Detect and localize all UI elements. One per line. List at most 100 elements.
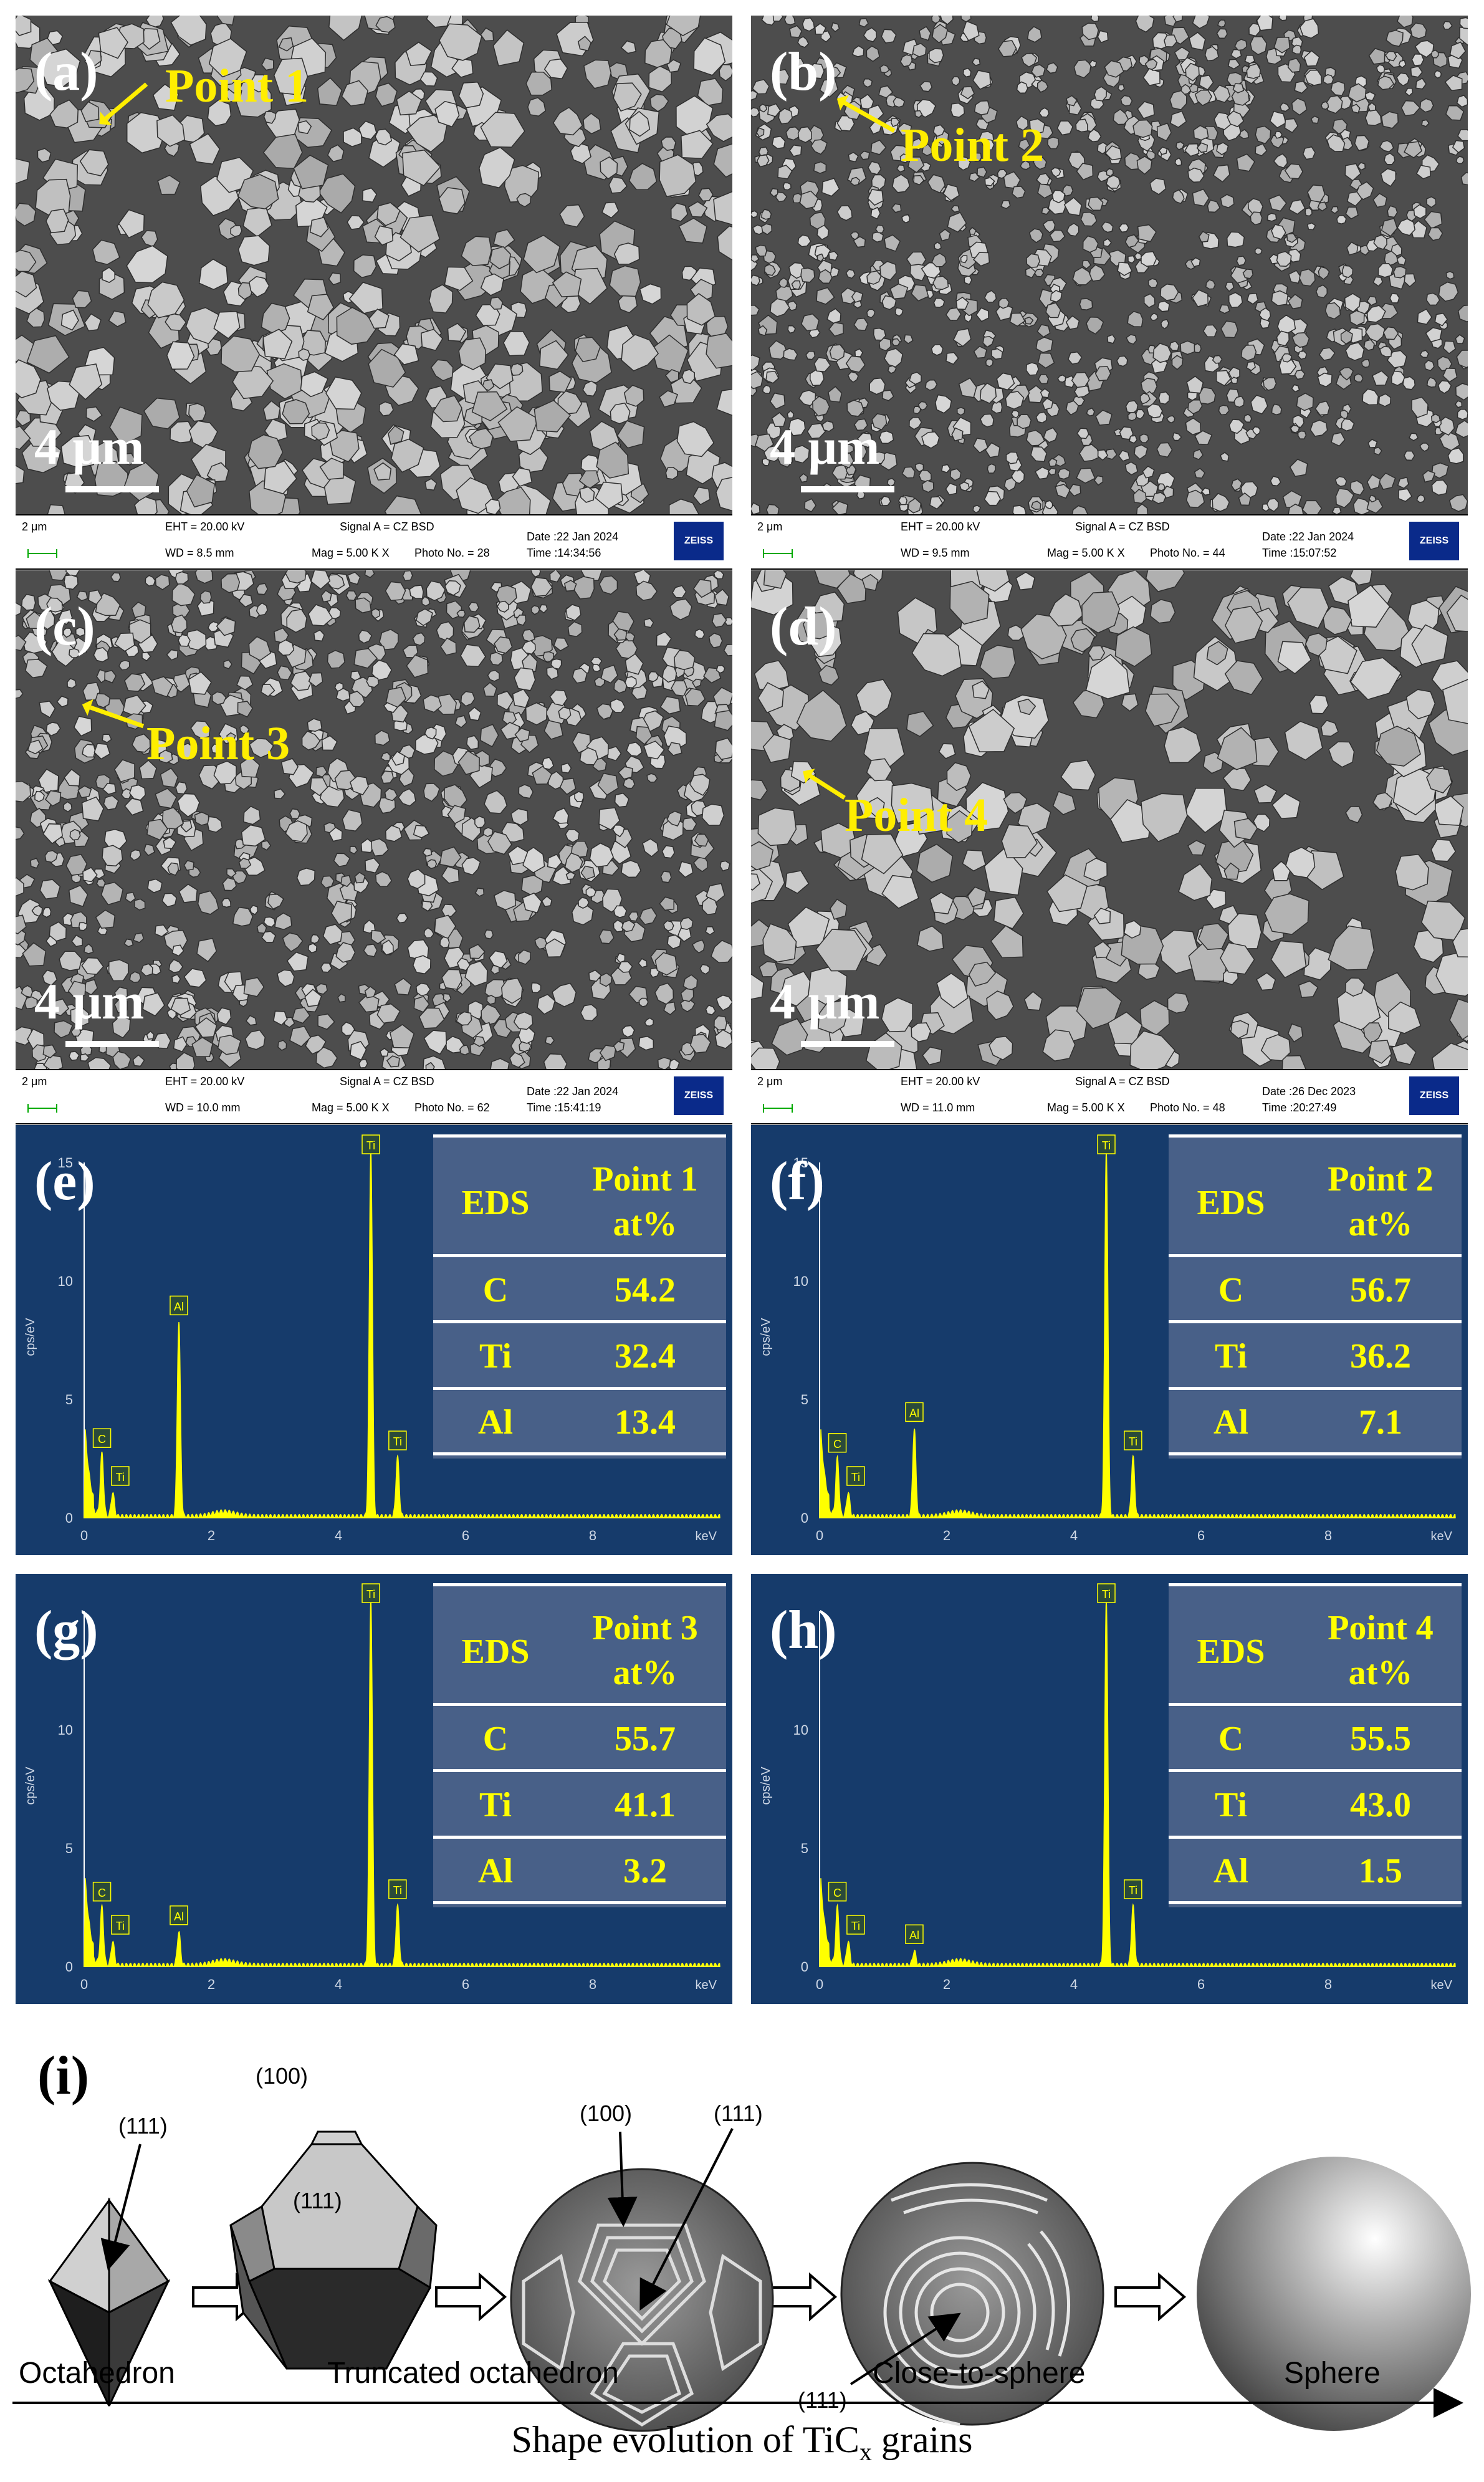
peak-label: Ti [388, 1430, 407, 1450]
panel-label: (a) [34, 42, 98, 102]
y-tick-label: 10 [58, 1722, 73, 1738]
x-axis-label: keV [1431, 1530, 1453, 1543]
point-arrow [809, 774, 846, 800]
point-label: Point 4 [845, 789, 989, 841]
eds-value: 43.0 [1350, 1786, 1411, 1824]
x-tick-label: 8 [1324, 1976, 1332, 1992]
x-tick-label: 6 [1197, 1528, 1205, 1543]
caption-sub: x [859, 2438, 872, 2466]
point-arrow [89, 705, 145, 729]
x-tick-label: 6 [1197, 1976, 1205, 1992]
info-eht: EHT = 20.00 kV [901, 1075, 980, 1088]
sem-micrograph [751, 570, 1468, 1069]
x-tick-label: 2 [943, 1976, 950, 1992]
y-tick-label: 5 [801, 1841, 808, 1856]
y-tick-label: 15 [793, 1155, 808, 1171]
peak-label: Ti [361, 1134, 380, 1154]
peak-element: C [98, 1887, 106, 1899]
y-tick-label: 10 [793, 1273, 808, 1289]
eds-table: EDS Point 4 at% C 55.5 Ti 43.0 Al 1.5 [1169, 1583, 1462, 1907]
peak-label: Ti [388, 1879, 407, 1899]
x-tick-label: 6 [462, 1528, 469, 1543]
panel-label: (d) [770, 597, 837, 657]
eds-unit-label: at% [1348, 1205, 1413, 1243]
scale-label: 4 μm [770, 973, 880, 1030]
panel-label: (e) [34, 1151, 95, 1212]
x-axis-label: keV [1431, 1978, 1453, 1992]
eds-header-label: EDS [1197, 1184, 1265, 1222]
face-label-111-faceted: (111) [714, 2101, 763, 2126]
peak-element: Ti [393, 1435, 402, 1448]
eds-value: 55.7 [615, 1720, 676, 1758]
y-tick-label: 10 [58, 1273, 73, 1289]
eds-element: Ti [479, 1786, 512, 1824]
info-time: Time :15:07:52 [1262, 547, 1337, 559]
info-bar: 2 μm [757, 520, 783, 533]
eds-value: 13.4 [615, 1403, 676, 1442]
x-tick-label: 2 [943, 1528, 950, 1543]
y-tick-label: 15 [58, 1155, 73, 1171]
sphere-shape [1197, 2157, 1471, 2431]
eds-point-label: Point 3 [592, 1609, 698, 1647]
scale-tick-icon [763, 549, 793, 558]
peak-element: Ti [1102, 1588, 1111, 1601]
panel-label-i: (i) [37, 2046, 90, 2106]
x-tick-label: 8 [589, 1976, 596, 1992]
peak-element: C [833, 1887, 841, 1899]
eds-element: Al [478, 1852, 513, 1890]
eds-value: 56.7 [1350, 1271, 1411, 1310]
info-photo: Photo No. = 44 [1150, 547, 1225, 559]
eds-value: 1.5 [1359, 1852, 1402, 1890]
info-eht: EHT = 20.00 kV [165, 520, 245, 533]
eds-header-label: EDS [1197, 1632, 1265, 1671]
eds-value: 55.5 [1350, 1720, 1411, 1758]
scale-bar [65, 486, 159, 492]
info-photo: Photo No. = 62 [414, 1101, 490, 1114]
peak-element: Ti [116, 1920, 125, 1932]
scale-bar [801, 1041, 894, 1047]
eds-element: Al [478, 1403, 513, 1442]
point-arrow [843, 100, 896, 133]
eds-header-label: EDS [461, 1632, 530, 1671]
eds-element: Ti [479, 1337, 512, 1376]
eds-value: 3.2 [623, 1852, 667, 1890]
y-tick-label: 5 [65, 1841, 73, 1856]
zeiss-logo: ZEISS [1409, 522, 1459, 560]
figure-caption: Shape evolution of TiCx grains [0, 2418, 1484, 2466]
info-time: Time :20:27:49 [1262, 1101, 1337, 1114]
info-mag: Mag = 5.00 K X [312, 547, 390, 559]
peak-label: Al [905, 1402, 924, 1422]
shape-evolution-diagram [12, 2128, 1471, 2432]
x-tick-label: 8 [589, 1528, 596, 1543]
eds-element: Al [1214, 1852, 1248, 1890]
eds-value: 41.1 [615, 1786, 676, 1824]
info-signal: Signal A = CZ BSD [1075, 520, 1170, 533]
info-wd: WD = 9.5 mm [901, 547, 970, 559]
peak-label: Ti [111, 1915, 130, 1935]
peak-element: Ti [1129, 1435, 1137, 1448]
eds-spectrum-g: 0 5 10 0 2 4 6 8 keV cps/eV C Ti Al Ti Ti (g) EDS Point 3… [16, 1574, 732, 2004]
peak-element: Ti [851, 1920, 860, 1932]
x-tick-label: 8 [1324, 1528, 1332, 1543]
x-tick-label: 0 [80, 1528, 88, 1543]
peak-element: Al [909, 1407, 919, 1419]
peak-label: Ti [1097, 1583, 1116, 1603]
scale-bar [801, 486, 894, 492]
sem-micrograph [16, 570, 732, 1069]
faceted-sphere-shape [510, 2128, 774, 2432]
eds-table: EDS Point 3 at% C 55.7 Ti 41.1 Al 3.2 [433, 1583, 726, 1907]
scale-label: 4 μm [34, 973, 145, 1030]
x-tick-label: 0 [80, 1976, 88, 1992]
sem-info-bar: 2 μm EHT = 20.00 kV Signal A = CZ BSD Date … [751, 514, 1468, 570]
eds-element: C [482, 1720, 509, 1758]
eds-unit-label: at% [613, 1205, 677, 1243]
info-date: Date :22 Jan 2024 [527, 1085, 619, 1098]
y-tick-label: 0 [801, 1510, 808, 1526]
info-photo: Photo No. = 48 [1150, 1101, 1225, 1114]
info-bar: 2 μm [22, 1075, 47, 1088]
spectrum-series [819, 1599, 1456, 1967]
x-tick-label: 4 [335, 1528, 342, 1543]
point-label: Point 3 [146, 717, 290, 770]
eds-spectrum-e: 0 5 10 15 0 2 4 6 8 keV cps/eV C Ti Al Ti Ti (e) EDS Point… [16, 1125, 732, 1555]
info-wd: WD = 8.5 mm [165, 547, 234, 559]
